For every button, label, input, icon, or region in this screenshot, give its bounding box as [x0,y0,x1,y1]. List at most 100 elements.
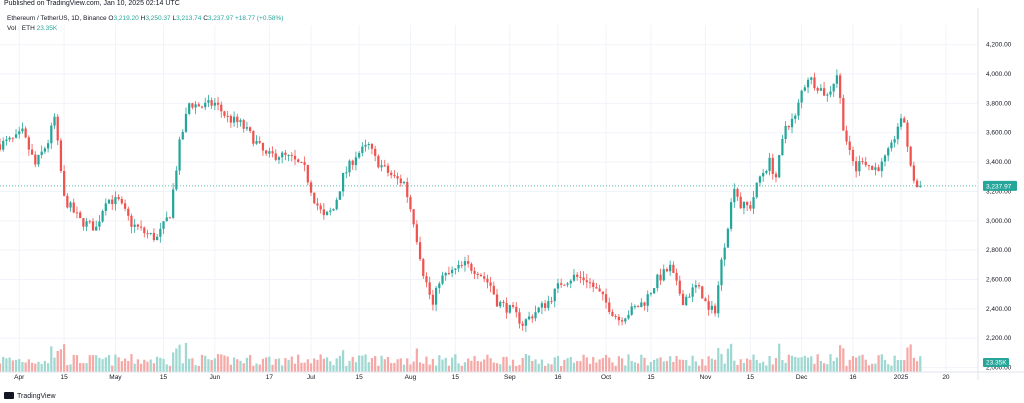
candle-body [361,146,364,153]
volume-bar [742,363,746,372]
volume-bar [515,365,518,372]
candle-body [332,209,335,211]
candle-body [726,228,730,248]
volume-bar [784,362,787,372]
candle-body [319,205,322,210]
volume-bar [309,363,313,372]
volume-value: 23.35K [36,25,58,32]
volume-bar [508,365,511,372]
candle-body [255,141,258,144]
volume-bar [864,359,867,372]
volume-bar [210,360,213,372]
candle-body [797,102,800,116]
candle-body [300,162,303,164]
current-price-label: 3,237.97 [986,183,1012,190]
candle-body [348,160,351,173]
volume-bar [669,356,672,372]
volume-bar [736,364,739,372]
candle-body [284,152,287,156]
candle-body [329,210,332,212]
candle-body [861,161,864,163]
volume-bar [34,363,37,372]
candle-body [659,274,662,281]
volume-bar [30,362,34,372]
candle-body [790,118,794,128]
candle-body [832,83,835,92]
volume-bar [697,365,701,372]
volume-bar [139,363,143,372]
volume-bar [88,355,91,372]
candle-body [216,102,220,105]
volume-bar [325,357,329,372]
volume-bar [604,354,608,372]
candle-body [537,307,540,313]
volume-bar [213,358,216,372]
tradingview-mark-icon [4,392,14,399]
candle-body [149,232,152,234]
candle-body [258,141,261,143]
volume-bar [0,363,2,372]
candle-body [40,151,43,155]
candle-body [822,88,826,96]
candle-body [630,306,633,315]
volume-bar [204,355,207,372]
volume-bar [223,355,226,372]
volume-bar [40,364,43,372]
candle-body [236,116,239,123]
volume-bar [845,365,848,372]
candle-body [829,91,832,95]
volume-bar [890,365,893,372]
candle-body [21,128,24,132]
volume-bar [643,357,646,372]
x-tick-label: Jul [307,374,316,381]
candle-body [502,301,505,303]
volume-bar [313,358,316,372]
volume-bar [79,363,82,372]
candle-body [213,102,216,106]
candle-body [188,103,191,114]
candle-body [579,276,582,278]
high-label: H [140,15,146,22]
candle-body [261,142,265,151]
candle-body [165,217,168,222]
candle-body [377,155,380,168]
volume-bar [18,359,21,372]
candle-body [585,280,588,283]
x-tick-label: 17 [266,374,274,381]
volume-bar [396,359,399,372]
current-volume-badge [983,358,1009,367]
candle-body [643,302,646,306]
volume-bar [460,365,463,372]
candle-body [374,148,377,156]
volume-bar [665,361,669,372]
volume-bar [611,362,614,372]
volume-bar [816,354,819,372]
candle-body [210,100,213,106]
candle-body [742,201,746,209]
candle-body [338,191,342,200]
y-tick-label: 3,600.00 [986,130,1012,137]
candle-body [835,75,839,84]
candle-body [72,202,75,213]
candle-body [66,195,69,208]
candle-body [434,287,438,305]
y-tick-label: 3,200.00 [986,188,1012,195]
candle-body [746,201,749,206]
candle-body [627,314,630,319]
candle-body [184,113,188,132]
candle-body [11,137,14,139]
candle-body [104,203,107,211]
candle-body [848,141,851,151]
candle-body [281,152,284,158]
candle-body [220,104,223,112]
volume-bar [216,354,220,372]
candle-body [322,209,325,216]
candle-body [778,155,781,178]
volume-bar [810,356,813,372]
volume-bar [835,357,839,372]
candle-body [271,151,274,154]
candle-body [588,282,592,284]
volume-bar [155,356,159,372]
candle-body [800,90,803,103]
